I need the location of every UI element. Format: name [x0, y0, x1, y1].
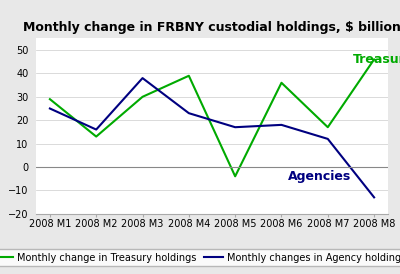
Monthly changes in Agency holdings — [186, 112, 191, 115]
Monthly change in Treasury holdings — [48, 98, 52, 101]
Monthly change in Treasury holdings — [186, 74, 191, 78]
Title: Monthly change in FRBNY custodial holdings, $ billion: Monthly change in FRBNY custodial holdin… — [23, 21, 400, 35]
Monthly change in Treasury holdings — [325, 125, 330, 129]
Monthly changes in Agency holdings — [372, 196, 376, 199]
Text: Treasuries: Treasuries — [353, 53, 400, 66]
Monthly changes in Agency holdings — [233, 125, 238, 129]
Monthly change in Treasury holdings — [140, 95, 145, 98]
Monthly changes in Agency holdings — [325, 137, 330, 141]
Text: Agencies: Agencies — [288, 170, 352, 183]
Monthly changes in Agency holdings — [48, 107, 52, 110]
Monthly change in Treasury holdings — [233, 175, 238, 178]
Monthly changes in Agency holdings — [94, 128, 99, 131]
Monthly change in Treasury holdings — [279, 81, 284, 84]
Legend: Monthly change in Treasury holdings, Monthly changes in Agency holdings: Monthly change in Treasury holdings, Mon… — [0, 249, 400, 266]
Line: Monthly change in Treasury holdings: Monthly change in Treasury holdings — [50, 59, 374, 176]
Monthly changes in Agency holdings — [140, 76, 145, 80]
Monthly change in Treasury holdings — [372, 58, 376, 61]
Line: Monthly changes in Agency holdings: Monthly changes in Agency holdings — [50, 78, 374, 197]
Monthly change in Treasury holdings — [94, 135, 99, 138]
Monthly changes in Agency holdings — [279, 123, 284, 127]
